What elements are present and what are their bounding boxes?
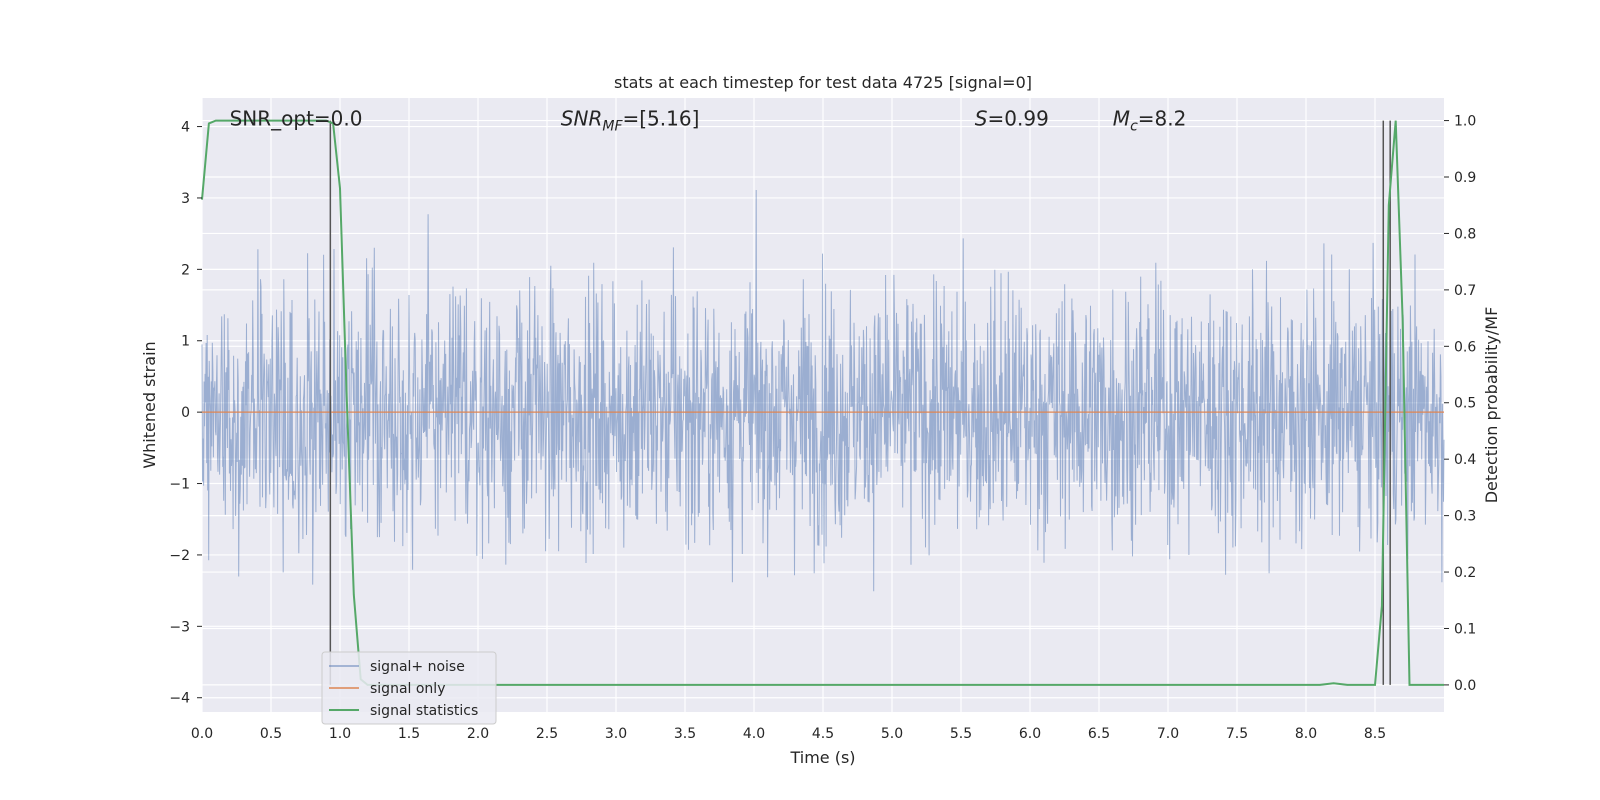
y-tick-label-4: 0	[181, 405, 190, 421]
x-tick-label-9: 4.5	[812, 726, 834, 742]
legend: signal+ noise signal only signal statistic…	[321, 651, 497, 725]
y2-tick-label-3: 0.3	[1454, 509, 1476, 525]
y-tick-label-5: 1	[181, 334, 190, 350]
x-tick-label-10: 5.0	[881, 726, 903, 742]
y-tick-label-3: −1	[169, 477, 190, 493]
y-tick-label-2: −2	[169, 548, 190, 564]
x-tick-label-6: 3.0	[605, 726, 627, 742]
y-tick-label-6: 2	[181, 262, 190, 278]
series-signal-plus-noise	[201, 189, 1445, 592]
annotation-1: SNRMF=[5.16]	[561, 106, 700, 134]
x-tick-label-14: 7.0	[1157, 726, 1179, 742]
x-tick-label-12: 6.0	[1019, 726, 1041, 742]
x-tick-label-15: 7.5	[1226, 726, 1248, 742]
legend-label-0: signal+ noise	[370, 659, 465, 675]
x-tick-label-0: 0.0	[191, 726, 213, 742]
y2-tick-label-0: 0.0	[1454, 678, 1476, 694]
legend-label-1: signal only	[370, 681, 445, 697]
x-tick-label-1: 0.5	[260, 726, 282, 742]
x-tick-label-3: 1.5	[398, 726, 420, 742]
y2-tick-label-4: 0.4	[1454, 452, 1476, 468]
y2-tick-label-5: 0.5	[1454, 396, 1476, 412]
y-tick-label-1: −3	[169, 619, 190, 635]
y2-tick-label-10: 1.0	[1454, 114, 1476, 130]
y2-tick-label-1: 0.1	[1454, 621, 1476, 637]
x-tick-label-2: 1.0	[329, 726, 351, 742]
x-tick-label-11: 5.5	[950, 726, 972, 742]
noise-line	[201, 189, 1445, 592]
y2-tick-label-2: 0.2	[1454, 565, 1476, 581]
y-axis-label: Whitened strain	[140, 341, 159, 468]
y2-tick-label-6: 0.6	[1454, 339, 1476, 355]
x-tick-label-7: 3.5	[674, 726, 696, 742]
annotation-3: Mc=8.2	[1113, 106, 1187, 134]
annotation-0: SNR_opt=0.0	[230, 106, 363, 130]
x-tick-label-4: 2.0	[467, 726, 489, 742]
annotation-2: S=0.99	[975, 106, 1049, 130]
x-tick-label-16: 8.0	[1295, 726, 1317, 742]
x-axis-label: Time (s)	[789, 748, 855, 767]
chart-title: stats at each timestep for test data 472…	[614, 73, 1032, 92]
y-tick-label-8: 4	[181, 120, 190, 136]
annotations: SNR_opt=0.0 SNRMF=[5.16] S=0.99 Mc=8.2	[230, 106, 1187, 134]
ticks: 0.0 0.5 1.0 1.5 2.0 2.5 3.0 3.5 4.0 4.5 5.0 5.5 6.0 6…	[169, 114, 1476, 742]
x-tick-label-5: 2.5	[536, 726, 558, 742]
y2-tick-label-8: 0.8	[1454, 226, 1476, 242]
y2-tick-label-7: 0.7	[1454, 283, 1476, 299]
legend-box	[321, 651, 497, 725]
y2-axis-label: Detection probability/MF	[1482, 307, 1501, 504]
x-tick-label-13: 6.5	[1088, 726, 1110, 742]
y-tick-label-7: 3	[181, 191, 190, 207]
x-tick-label-17: 8.5	[1364, 726, 1386, 742]
x-tick-label-8: 4.0	[743, 726, 765, 742]
y-tick-label-0: −4	[169, 691, 190, 707]
y2-tick-label-9: 0.9	[1454, 170, 1476, 186]
legend-label-2: signal statistics	[370, 703, 478, 719]
